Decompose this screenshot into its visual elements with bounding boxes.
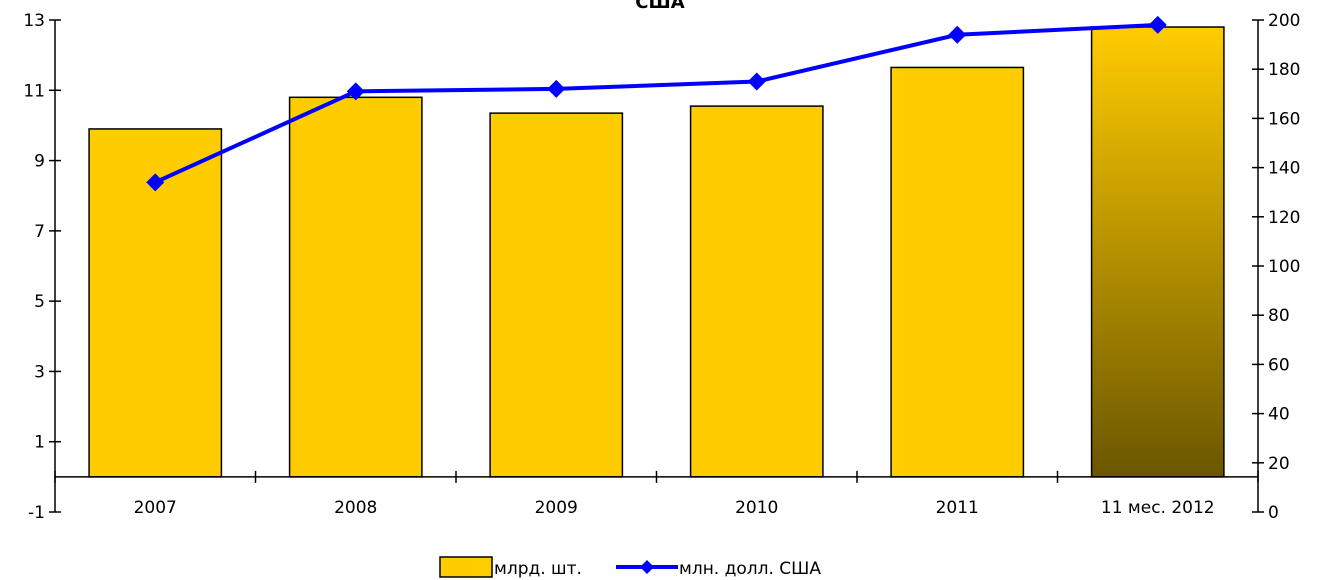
y-left-tick-label-5: 9 (34, 152, 45, 172)
chart-title: США (635, 0, 684, 13)
line-point-2 (547, 79, 566, 98)
x-tick-label-3: 2010 (735, 498, 778, 518)
y-right-tick-label-8: 160 (1268, 109, 1300, 129)
bar-1 (288, 96, 423, 478)
y-right-tick-label-9: 180 (1268, 60, 1300, 80)
legend-line-marker (640, 560, 654, 574)
y-right-tick-label-0: 0 (1268, 503, 1279, 523)
line-point-5 (1148, 15, 1167, 34)
x-tick-label-4: 2011 (936, 498, 979, 518)
y-left-tick-label-7: 13 (23, 11, 45, 31)
bar-4 (890, 66, 1025, 478)
y-left-tick-label-1: 1 (34, 433, 45, 453)
y-left-tick-label-4: 7 (34, 222, 45, 242)
legend-bar-swatch (439, 556, 493, 578)
axes-group: -113579111302040608010012014016018020020… (23, 11, 1300, 523)
legend-bar-label: млрд. шт. (494, 559, 582, 579)
x-tick-label-2: 2009 (535, 498, 578, 518)
bars-group (88, 26, 1225, 478)
line-series-group (146, 15, 1167, 192)
line-point-3 (747, 72, 766, 91)
bar-5 (1090, 26, 1225, 478)
y-left-tick-label-2: 3 (34, 362, 45, 382)
y-left-tick-label-6: 11 (23, 81, 45, 101)
line-series-path (154, 22, 1158, 185)
y-right-tick-label-6: 120 (1268, 208, 1300, 228)
y-right-tick-label-2: 40 (1268, 405, 1290, 425)
line-point-0 (146, 173, 165, 192)
line-point-4 (948, 25, 967, 44)
y-left-tick-label-0: -1 (28, 503, 45, 523)
bar-2 (489, 112, 624, 478)
y-right-tick-label-10: 200 (1268, 11, 1300, 31)
y-right-tick-label-1: 20 (1268, 454, 1290, 474)
y-left-tick-label-3: 5 (34, 292, 45, 312)
y-right-tick-label-3: 60 (1268, 355, 1290, 375)
x-tick-label-5: 11 мес. 2012 (1101, 498, 1215, 518)
x-tick-label-1: 2008 (334, 498, 377, 518)
legend: млрд. шт. млн. долл. США (439, 556, 821, 579)
y-right-tick-label-7: 140 (1268, 159, 1300, 179)
bar-3 (689, 105, 824, 478)
x-tick-label-0: 2007 (134, 498, 177, 518)
legend-line-label: млн. долл. США (679, 559, 821, 579)
y-right-tick-label-4: 80 (1268, 306, 1290, 326)
y-right-tick-label-5: 100 (1268, 257, 1300, 277)
line-point-1 (346, 82, 365, 101)
